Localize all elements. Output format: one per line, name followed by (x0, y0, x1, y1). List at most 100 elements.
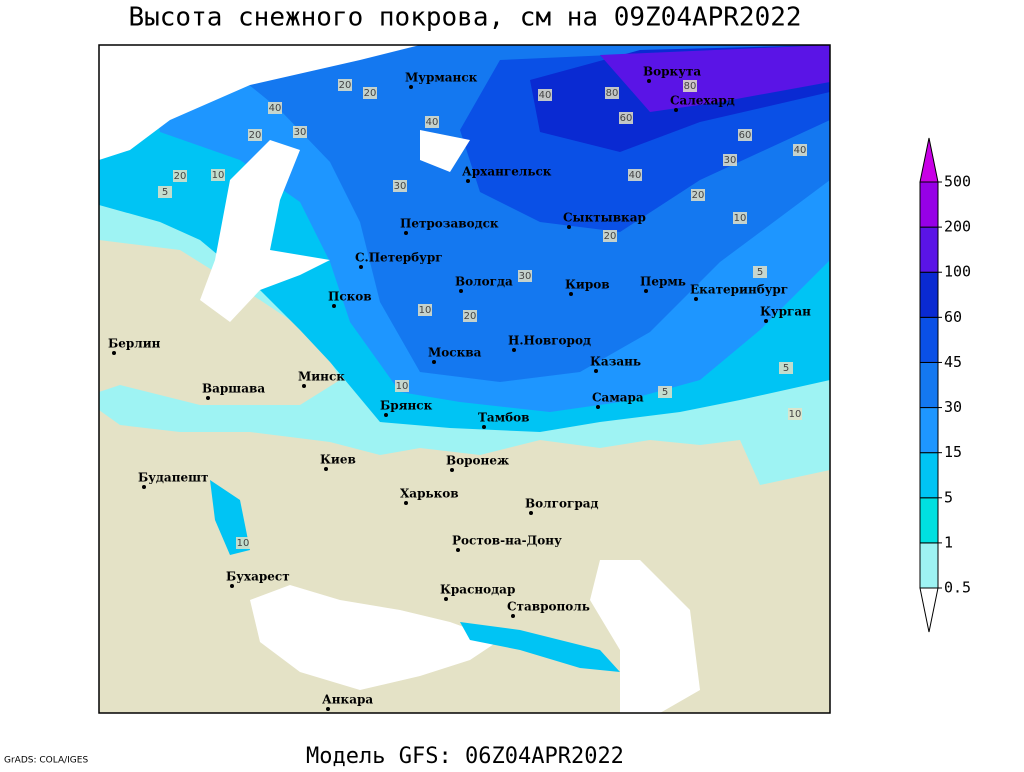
contour-label: 30 (519, 271, 532, 282)
snow-area (210, 480, 250, 555)
colorbar-label: 1 (944, 533, 953, 551)
city-label: Ставрополь (507, 600, 590, 614)
city-dot (230, 584, 234, 588)
contour-label: 60 (620, 113, 633, 124)
colorbar-label: 0.5 (944, 579, 971, 597)
contour-label: 80 (606, 88, 619, 99)
city-dot (404, 231, 408, 235)
contour-label-bg (658, 386, 672, 398)
colorbar-label: 15 (944, 443, 962, 461)
contour-label-bg (463, 310, 477, 322)
map-frame (98, 44, 831, 714)
footer: Модель GFS: 06Z04APR2022 (306, 744, 624, 768)
contour-label-bg (338, 79, 352, 91)
sea (200, 140, 330, 322)
city-dot (512, 348, 516, 352)
contour-label-bg (248, 129, 262, 141)
city-label: Н.Новгород (508, 334, 591, 348)
contour-label: 40 (794, 145, 807, 156)
contour-label: 60 (739, 130, 752, 141)
contour-label-bg (605, 87, 619, 99)
city-label: Екатеринбург (690, 283, 788, 297)
sea (250, 585, 500, 690)
colorbar-label: 200 (944, 218, 971, 236)
contour-label: 20 (604, 231, 617, 242)
map: Мурманск Воркута Салехард Архангельск Сыктыв… (99, 45, 830, 713)
city-dot (432, 360, 436, 364)
city-dot (567, 225, 571, 229)
contour-label-bg (418, 304, 432, 316)
city-dot (569, 292, 573, 296)
contour-label-bg (753, 266, 767, 278)
city-dot (466, 179, 470, 183)
credit: GrADS: COLA/IGES (4, 756, 88, 766)
city-dot (459, 289, 463, 293)
contour-label: 10 (212, 170, 225, 181)
title: Высота снежного покрова, см на 09Z04APR2… (128, 3, 801, 33)
contour-label: 40 (539, 90, 552, 101)
contour-label: 5 (162, 187, 168, 198)
contour-label: 40 (426, 117, 439, 128)
contour-label-bg (425, 116, 439, 128)
sea (420, 130, 470, 172)
city-label: Брянск (380, 399, 433, 413)
city-dot (206, 396, 210, 400)
snow-area (600, 45, 830, 112)
contour-label: 5 (757, 267, 763, 278)
city-dot (112, 351, 116, 355)
city-label: Москва (428, 346, 482, 360)
colorbar-band (919, 226, 939, 273)
city-label: Киров (565, 278, 610, 292)
city-label: Харьков (400, 487, 459, 501)
city-dot (409, 85, 413, 89)
city-label: Псков (328, 290, 372, 304)
contour-label-bg (393, 180, 407, 192)
contour-label: 30 (294, 127, 307, 138)
city-label: Архангельск (462, 165, 552, 179)
contour-label-bg (173, 170, 187, 182)
colorbar-under (919, 587, 939, 633)
city-label: Берлин (108, 337, 161, 351)
contour-label: 30 (394, 181, 407, 192)
city-dot (384, 413, 388, 417)
city-label: Киев (320, 453, 356, 467)
contour-label: 20 (249, 130, 262, 141)
colorbar-band (919, 407, 939, 454)
city-label: Волгоград (525, 497, 598, 511)
city-dot (444, 597, 448, 601)
city-label: Будапешт (138, 471, 208, 485)
city-dot (302, 384, 306, 388)
city-dot (326, 707, 330, 711)
city-dot (647, 79, 651, 83)
city-dot (529, 511, 533, 515)
contour-label-bg (395, 380, 409, 392)
city-label: Салехард (670, 94, 735, 108)
colorbar-band (919, 181, 939, 228)
city-dot (594, 369, 598, 373)
contour-label: 20 (692, 190, 705, 201)
contour-label-bg (628, 169, 642, 181)
contour-label-bg (619, 112, 633, 124)
contour-label-bg (733, 212, 747, 224)
colorbar-label: 5 (944, 488, 953, 506)
city-dot (644, 289, 648, 293)
contour-label-bg (683, 80, 697, 92)
city-label: Краснодар (440, 583, 515, 597)
contour-label-bg (738, 129, 752, 141)
city-dot (764, 319, 768, 323)
colorbar-label: 30 (944, 398, 962, 416)
contour-label-bg (236, 537, 250, 549)
city-label: Бухарест (226, 570, 290, 584)
colorbar-band (919, 452, 939, 499)
contour-label: 10 (734, 213, 747, 224)
city-dot (142, 485, 146, 489)
contour-label: 10 (396, 381, 409, 392)
contour-label-bg (158, 186, 172, 198)
colorbar-band (919, 542, 939, 589)
city-label: Самара (592, 391, 644, 405)
city-label: Сыктывкар (563, 211, 646, 225)
contour-label: 30 (724, 155, 737, 166)
city-label: Петрозаводск (400, 217, 499, 231)
contour-label-bg (268, 102, 282, 114)
